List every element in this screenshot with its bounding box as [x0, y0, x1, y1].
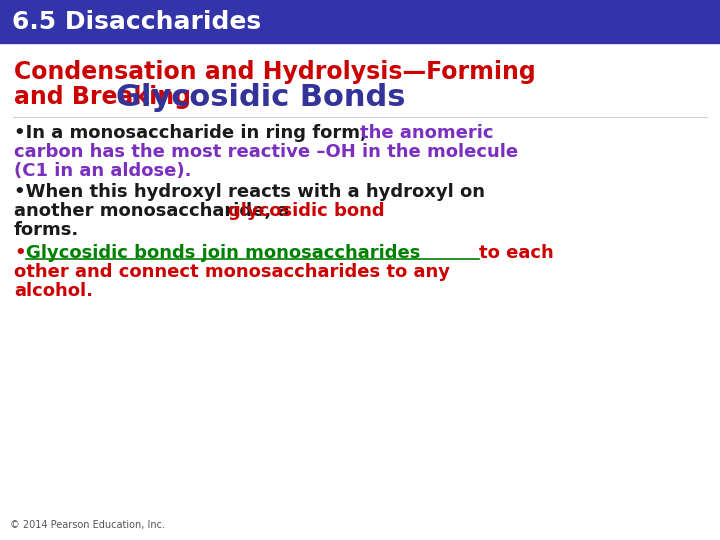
Text: (C1 in an aldose).: (C1 in an aldose).: [14, 162, 192, 180]
Text: other and connect monosaccharides to any: other and connect monosaccharides to any: [14, 263, 450, 281]
Text: © 2014 Pearson Education, Inc.: © 2014 Pearson Education, Inc.: [10, 520, 165, 530]
Text: Glycosidic Bonds: Glycosidic Bonds: [116, 83, 405, 111]
Text: and Breaking: and Breaking: [14, 85, 199, 109]
Text: •: •: [14, 244, 26, 262]
Text: •In a monosaccharide in ring form,: •In a monosaccharide in ring form,: [14, 124, 373, 142]
Text: forms.: forms.: [14, 221, 79, 239]
Text: 6.5 Disaccharides: 6.5 Disaccharides: [12, 10, 261, 34]
Text: to each: to each: [479, 244, 554, 262]
Text: Condensation and Hydrolysis—Forming: Condensation and Hydrolysis—Forming: [14, 60, 536, 84]
Text: another monosaccharide, a: another monosaccharide, a: [14, 202, 296, 220]
Text: alcohol.: alcohol.: [14, 282, 93, 300]
Text: •When this hydroxyl reacts with a hydroxyl on: •When this hydroxyl reacts with a hydrox…: [14, 183, 485, 201]
Text: glycosidic bond: glycosidic bond: [228, 202, 384, 220]
Text: the anomeric: the anomeric: [360, 124, 493, 142]
Bar: [0, 0, 720, 43]
Text: Glycosidic bonds join monosaccharides: Glycosidic bonds join monosaccharides: [26, 244, 427, 262]
Text: carbon has the most reactive –OH in the molecule: carbon has the most reactive –OH in the …: [14, 143, 518, 161]
